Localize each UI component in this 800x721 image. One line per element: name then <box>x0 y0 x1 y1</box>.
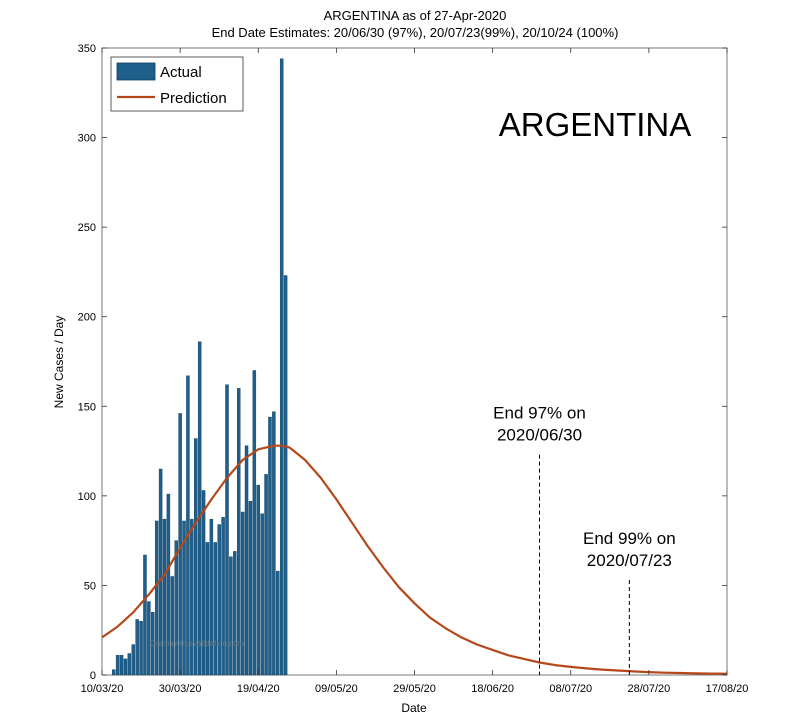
chart-title: ARGENTINA as of 27-Apr-2020 <box>324 8 507 23</box>
legend-prediction-label: Prediction <box>160 90 227 107</box>
y-tick-label: 0 <box>90 670 96 682</box>
actual-bar <box>194 438 198 676</box>
y-tick-label: 100 <box>78 491 96 503</box>
actual-bar <box>233 551 237 676</box>
actual-bar <box>213 542 218 676</box>
actual-bar <box>127 653 132 676</box>
actual-bar <box>186 375 190 676</box>
actual-bar <box>162 518 167 676</box>
end-date-label: 2020/06/30 <box>497 426 582 445</box>
end-date-label: End 99% on <box>583 529 676 548</box>
x-tick-label: 19/04/20 <box>237 683 280 695</box>
x-axis: 10/03/20 30/03/20 19/04/20 09/05/20 29/05/20… <box>81 48 749 695</box>
actual-bar <box>225 384 229 676</box>
country-label: ARGENTINA <box>499 106 692 143</box>
prediction-line <box>101 444 728 675</box>
actual-bar <box>131 644 135 676</box>
actual-bar <box>279 58 284 676</box>
x-tick-label: 18/06/20 <box>471 683 514 695</box>
actual-bar <box>182 520 186 676</box>
legend-actual-label: Actual <box>160 64 202 81</box>
actual-bar <box>151 612 155 676</box>
y-tick-label: 300 <box>78 133 96 145</box>
actual-bar <box>119 655 124 676</box>
actual-bar <box>139 621 143 676</box>
actual-bar <box>217 524 221 676</box>
actual-bars <box>111 58 288 676</box>
actual-bar <box>272 411 276 676</box>
chart-subtitle: End Date Estimates: 20/06/30 (97%), 20/0… <box>212 25 619 40</box>
x-tick-label: 17/08/20 <box>706 683 749 695</box>
y-tick-label: 150 <box>78 401 96 413</box>
actual-bar <box>248 501 253 676</box>
actual-bar <box>154 520 159 676</box>
actual-bar <box>143 554 147 676</box>
actual-bar <box>260 513 264 676</box>
x-axis-label: Date <box>401 701 427 715</box>
y-tick-label: 350 <box>78 43 96 55</box>
prediction-line-group <box>101 444 728 675</box>
actual-bar <box>201 490 206 676</box>
actual-bar <box>209 518 214 676</box>
actual-bar <box>147 601 151 676</box>
actual-bar <box>240 511 245 676</box>
actual-bar <box>123 658 128 676</box>
actual-bar <box>158 468 163 676</box>
actual-bar <box>166 493 171 676</box>
legend: Actual Prediction <box>110 56 244 112</box>
y-tick-label: 250 <box>78 222 96 234</box>
actual-bar <box>190 518 194 676</box>
y-tick-label: 50 <box>84 580 96 592</box>
y-tick-label: 200 <box>78 312 96 324</box>
actual-bar <box>174 540 178 676</box>
legend-actual-swatch <box>116 62 156 81</box>
x-tick-label: 08/07/20 <box>549 683 592 695</box>
actual-bar <box>283 275 288 676</box>
watermark: Coronavirusvalidation.com <box>150 639 245 648</box>
y-axis-label: New Cases / Day <box>52 316 66 409</box>
actual-bar <box>115 655 120 676</box>
y-axis: 0 50 100 150 200 250 300 350 <box>78 43 727 682</box>
actual-bar <box>252 370 257 676</box>
actual-bar <box>268 416 272 676</box>
actual-bar <box>111 669 116 676</box>
x-tick-label: 29/05/20 <box>393 683 436 695</box>
actual-bar <box>244 445 249 676</box>
x-tick-label: 09/05/20 <box>315 683 358 695</box>
actual-bar <box>264 474 268 676</box>
x-tick-label: 10/03/20 <box>81 683 124 695</box>
x-tick-label: 30/03/20 <box>159 683 202 695</box>
actual-bar <box>256 484 260 676</box>
actual-bar <box>205 542 210 676</box>
actual-bar <box>236 388 241 676</box>
actual-bar <box>135 619 139 676</box>
actual-bar <box>276 570 280 676</box>
actual-bar <box>197 341 202 676</box>
x-tick-label: 28/07/20 <box>627 683 670 695</box>
end-date-annotations: End 97% on 2020/06/30 End 99% on 2020/07/23 <box>493 404 676 675</box>
end-date-label: 2020/07/23 <box>587 551 672 570</box>
actual-bar <box>221 517 225 676</box>
actual-bar <box>170 576 175 676</box>
actual-bar <box>229 556 233 676</box>
end-date-label: End 97% on <box>493 404 586 423</box>
